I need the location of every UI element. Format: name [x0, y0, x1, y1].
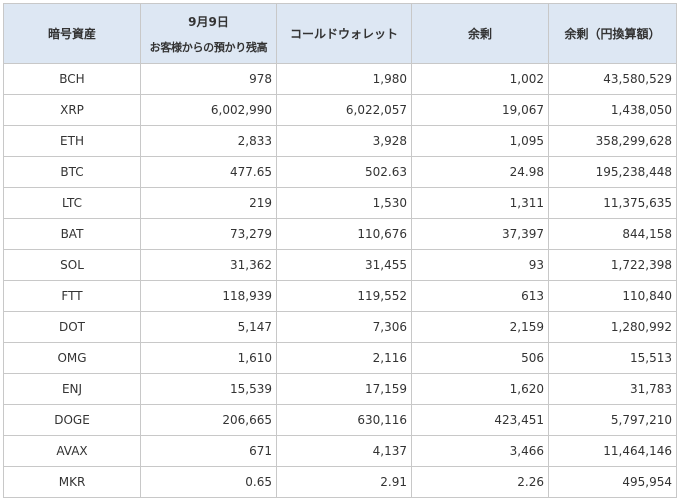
surplus-cell: 3,466 [411, 435, 549, 467]
surplus-cell: 506 [411, 342, 549, 374]
reserve-table: 暗号資産 9月9日 お客様からの預かり残高 コールドウォレット 余剰 余剰（円換… [3, 3, 677, 498]
table-row: OMG 1,610 2,116 506 15,513 [3, 342, 677, 374]
surplus-cell: 37,397 [411, 218, 549, 250]
cold-wallet-cell: 3,928 [276, 125, 412, 157]
customer-balance-cell: 73,279 [140, 218, 277, 250]
asset-cell: BTC [3, 156, 141, 188]
customer-balance-cell: 1,610 [140, 342, 277, 374]
customer-balance-cell: 5,147 [140, 311, 277, 343]
table-row: XRP 6,002,990 6,022,057 19,067 1,438,050 [3, 94, 677, 126]
customer-balance-cell: 118,939 [140, 280, 277, 312]
header-customer-balance-label: お客様からの預かり残高 [149, 40, 268, 54]
customer-balance-cell: 206,665 [140, 404, 277, 436]
asset-cell: DOT [3, 311, 141, 343]
cold-wallet-cell: 31,455 [276, 249, 412, 281]
customer-balance-cell: 15,539 [140, 373, 277, 405]
asset-cell: LTC [3, 187, 141, 219]
table-row: DOGE 206,665 630,116 423,451 5,797,210 [3, 404, 677, 436]
surplus-cell: 1,311 [411, 187, 549, 219]
header-cold-wallet: コールドウォレット [276, 3, 412, 64]
table-row: BCH 978 1,980 1,002 43,580,529 [3, 63, 677, 95]
asset-cell: ETH [3, 125, 141, 157]
surplus-jpy-cell: 1,722,398 [548, 249, 677, 281]
customer-balance-cell: 978 [140, 63, 277, 95]
cold-wallet-cell: 630,116 [276, 404, 412, 436]
surplus-jpy-cell: 844,158 [548, 218, 677, 250]
cold-wallet-cell: 2,116 [276, 342, 412, 374]
cold-wallet-cell: 7,306 [276, 311, 412, 343]
surplus-jpy-cell: 43,580,529 [548, 63, 677, 95]
table-row: SOL 31,362 31,455 93 1,722,398 [3, 249, 677, 281]
surplus-jpy-cell: 1,280,992 [548, 311, 677, 343]
surplus-cell: 19,067 [411, 94, 549, 126]
asset-cell: OMG [3, 342, 141, 374]
customer-balance-cell: 671 [140, 435, 277, 467]
table-row: ETH 2,833 3,928 1,095 358,299,628 [3, 125, 677, 157]
surplus-cell: 613 [411, 280, 549, 312]
surplus-jpy-cell: 110,840 [548, 280, 677, 312]
surplus-cell: 2,159 [411, 311, 549, 343]
header-row: 暗号資産 9月9日 お客様からの預かり残高 コールドウォレット 余剰 余剰（円換… [3, 3, 677, 64]
customer-balance-cell: 2,833 [140, 125, 277, 157]
customer-balance-cell: 31,362 [140, 249, 277, 281]
surplus-cell: 423,451 [411, 404, 549, 436]
surplus-jpy-cell: 5,797,210 [548, 404, 677, 436]
cold-wallet-cell: 17,159 [276, 373, 412, 405]
surplus-jpy-cell: 15,513 [548, 342, 677, 374]
reserve-table-container: 暗号資産 9月9日 お客様からの預かり残高 コールドウォレット 余剰 余剰（円換… [3, 3, 677, 498]
surplus-jpy-cell: 358,299,628 [548, 125, 677, 157]
customer-balance-cell: 6,002,990 [140, 94, 277, 126]
table-row: FTT 118,939 119,552 613 110,840 [3, 280, 677, 312]
cold-wallet-cell: 1,530 [276, 187, 412, 219]
header-surplus-jpy: 余剰（円換算額） [548, 3, 677, 64]
asset-cell: FTT [3, 280, 141, 312]
surplus-jpy-cell: 11,375,635 [548, 187, 677, 219]
asset-cell: BCH [3, 63, 141, 95]
table-row: BTC 477.65 502.63 24.98 195,238,448 [3, 156, 677, 188]
table-header: 暗号資産 9月9日 お客様からの預かり残高 コールドウォレット 余剰 余剰（円換… [3, 3, 677, 64]
asset-cell: ENJ [3, 373, 141, 405]
cold-wallet-cell: 110,676 [276, 218, 412, 250]
asset-cell: BAT [3, 218, 141, 250]
table-body: BCH 978 1,980 1,002 43,580,529 XRP 6,002… [3, 63, 677, 498]
cold-wallet-cell: 1,980 [276, 63, 412, 95]
table-row: DOT 5,147 7,306 2,159 1,280,992 [3, 311, 677, 343]
asset-cell: SOL [3, 249, 141, 281]
surplus-jpy-cell: 31,783 [548, 373, 677, 405]
asset-cell: DOGE [3, 404, 141, 436]
surplus-jpy-cell: 1,438,050 [548, 94, 677, 126]
asset-cell: AVAX [3, 435, 141, 467]
surplus-cell: 1,002 [411, 63, 549, 95]
surplus-cell: 24.98 [411, 156, 549, 188]
table-row: ENJ 15,539 17,159 1,620 31,783 [3, 373, 677, 405]
surplus-jpy-cell: 195,238,448 [548, 156, 677, 188]
asset-cell: XRP [3, 94, 141, 126]
customer-balance-cell: 219 [140, 187, 277, 219]
table-row: BAT 73,279 110,676 37,397 844,158 [3, 218, 677, 250]
surplus-jpy-cell: 11,464,146 [548, 435, 677, 467]
header-date: 9月9日 [188, 14, 229, 29]
surplus-cell: 93 [411, 249, 549, 281]
surplus-cell: 1,620 [411, 373, 549, 405]
cold-wallet-cell: 502.63 [276, 156, 412, 188]
cold-wallet-cell: 4,137 [276, 435, 412, 467]
cold-wallet-cell: 119,552 [276, 280, 412, 312]
header-surplus: 余剰 [411, 3, 549, 64]
table-row: AVAX 671 4,137 3,466 11,464,146 [3, 435, 677, 467]
header-asset: 暗号資産 [3, 3, 141, 64]
cold-wallet-cell: 6,022,057 [276, 94, 412, 126]
header-customer-balance: 9月9日 お客様からの預かり残高 [140, 3, 277, 64]
customer-balance-cell: 477.65 [140, 156, 277, 188]
surplus-cell: 1,095 [411, 125, 549, 157]
table-row: LTC 219 1,530 1,311 11,375,635 [3, 187, 677, 219]
